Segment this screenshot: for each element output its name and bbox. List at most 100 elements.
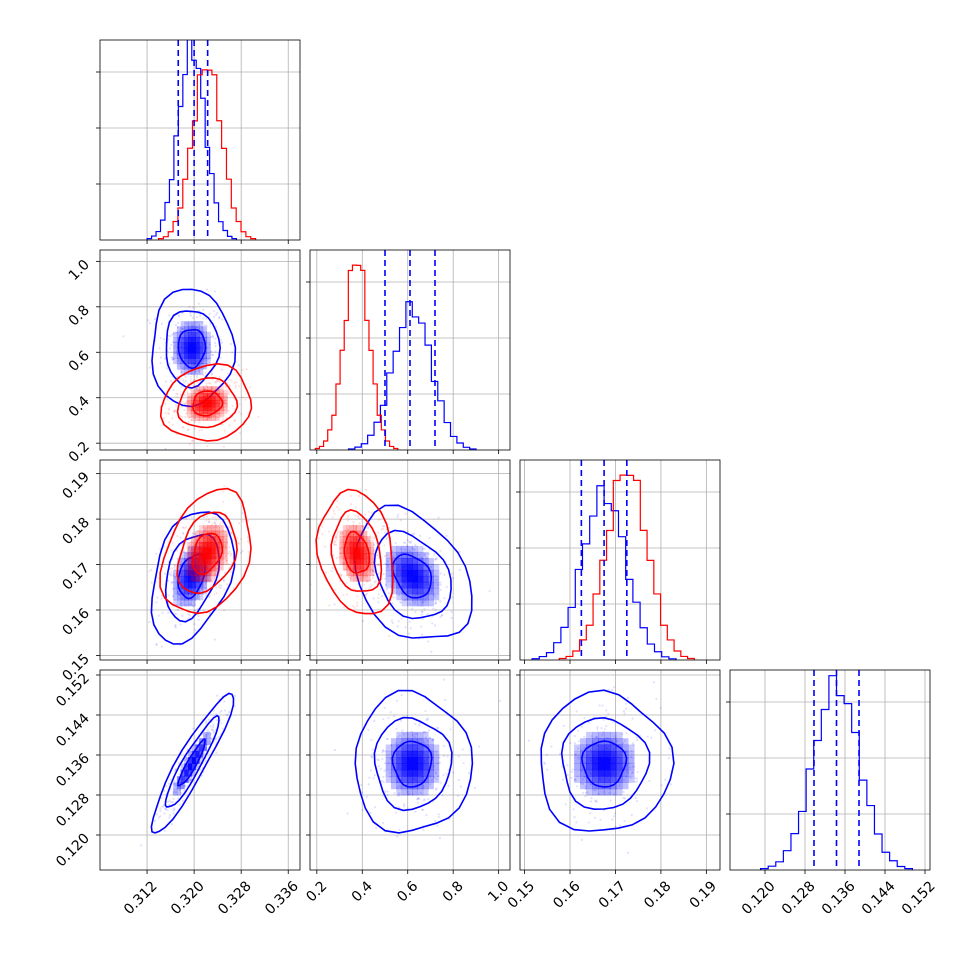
y-tick-label: 0.4 — [66, 393, 93, 420]
x-ticks — [146, 240, 289, 244]
x-ticks: 0.2 0.4 0.6 0.8 1.0 — [303, 870, 512, 905]
panel-3-3: 0.120 0.128 0.136 0.144 0.152 — [726, 669, 939, 918]
contour-red — [176, 511, 238, 595]
density-blue — [574, 731, 635, 796]
panel-3-0: 0.312 0.320 0.328 0.336 0.1200.1280.1360.144… — [53, 0, 302, 918]
panel-0-0 — [96, 39, 301, 244]
y-tick-label: 0.136 — [53, 750, 93, 790]
x-tick-label: 0.120 — [739, 878, 779, 918]
y-ticks — [96, 71, 100, 185]
contour-blue — [177, 328, 207, 370]
x-tick-label: 0.136 — [819, 878, 859, 918]
contour-blue — [177, 738, 206, 787]
y-ticks: 0.150.160.170.180.19 — [59, 469, 100, 684]
y-tick-label: 0.8 — [66, 302, 93, 329]
x-ticks: 0.15 0.16 0.17 0.18 0.19 — [505, 870, 720, 912]
panel-frame — [519, 459, 721, 661]
panel-1-1 — [306, 249, 511, 454]
panel-frame — [99, 669, 301, 871]
x-ticks — [146, 660, 289, 664]
x-tick-label: 0.2 — [303, 878, 330, 905]
contour-blue — [560, 716, 651, 811]
x-ticks — [316, 660, 500, 664]
scatter-red — [163, 0, 261, 1]
x-tick-label: 0.328 — [215, 878, 255, 918]
y-ticks: 0.2 0.4 0.6 0.8 1.0 — [66, 257, 100, 466]
histogram-blue — [146, 40, 238, 240]
y-tick-label: 0.144 — [53, 710, 93, 750]
panel-frame — [729, 669, 931, 871]
contour-red — [159, 362, 253, 442]
contour-blue — [373, 529, 452, 620]
x-ticks: 0.120 0.128 0.136 0.144 0.152 — [739, 870, 939, 918]
x-tick-label: 0.144 — [859, 878, 899, 918]
panel-1-0: 0.2 0.4 0.6 0.8 1.0 — [66, 249, 301, 466]
scatter-red — [307, 0, 405, 1]
grid — [100, 460, 300, 660]
contour-red — [330, 509, 383, 592]
x-tick-label: 0.8 — [440, 878, 467, 905]
grid — [730, 670, 930, 870]
y-tick-label: 0.16 — [59, 605, 92, 638]
x-ticks — [524, 660, 707, 664]
grid — [100, 250, 300, 450]
y-tick-label: 0.2 — [66, 439, 93, 466]
y-tick-label: 0.120 — [53, 831, 93, 871]
y-tick-label: 1.0 — [66, 257, 93, 284]
x-tick-label: 0.128 — [779, 878, 819, 918]
contour-blue — [164, 714, 220, 808]
panel-frame — [309, 249, 511, 451]
panel-frame — [99, 459, 301, 661]
contour-blue — [391, 740, 433, 788]
x-tick-label: 0.17 — [596, 878, 629, 911]
x-tick-label: 0.18 — [641, 878, 674, 911]
y-tick-label: 0.18 — [59, 515, 92, 548]
scatter-red — [549, 0, 674, 1]
grid — [520, 670, 720, 870]
y-ticks — [306, 674, 310, 836]
y-tick-label: 0.17 — [59, 560, 92, 593]
contour-blue — [150, 692, 235, 834]
x-tick-label: 0.152 — [899, 878, 939, 918]
contour-red — [192, 390, 224, 417]
panel-3-1: 0.2 0.4 0.6 0.8 1.0 — [303, 0, 512, 905]
contour-blue — [580, 740, 628, 788]
y-tick-label: 0.19 — [59, 469, 92, 502]
contour-red — [176, 377, 239, 429]
x-ticks: 0.312 0.320 0.328 0.336 — [121, 870, 302, 918]
y-ticks — [306, 281, 310, 395]
contour-red — [159, 487, 252, 615]
contour-red — [343, 530, 370, 574]
y-ticks — [516, 674, 520, 836]
x-tick-label: 0.336 — [262, 878, 302, 918]
panel-frame — [309, 669, 511, 871]
panel-2-1 — [306, 459, 511, 664]
x-tick-label: 0.15 — [505, 878, 538, 911]
x-ticks — [146, 450, 289, 454]
x-tick-label: 0.4 — [349, 878, 376, 905]
contour-blue — [540, 689, 675, 832]
x-tick-label: 0.312 — [121, 878, 161, 918]
contour-red — [191, 532, 224, 576]
panel-frame — [99, 249, 301, 451]
y-tick-label: 0.6 — [66, 348, 93, 375]
x-tick-label: 0.6 — [394, 878, 421, 905]
panel-frame — [99, 39, 301, 241]
contour-blue — [354, 689, 474, 834]
y-ticks — [726, 701, 730, 815]
y-ticks — [516, 491, 520, 605]
x-tick-label: 0.16 — [550, 878, 583, 911]
panel-2-0: 0.150.160.170.180.19 — [59, 459, 301, 684]
y-tick-label: 0.128 — [53, 791, 93, 831]
panel-frame — [309, 459, 511, 661]
x-ticks — [316, 450, 500, 454]
grid — [520, 460, 720, 660]
panel-3-2: 0.15 0.16 0.17 0.18 0.19 — [505, 0, 721, 912]
x-tick-label: 0.19 — [687, 878, 720, 911]
panel-2-2 — [516, 459, 721, 664]
x-tick-label: 0.320 — [168, 878, 208, 918]
contour-blue — [373, 716, 453, 812]
panel-frame — [519, 669, 721, 871]
